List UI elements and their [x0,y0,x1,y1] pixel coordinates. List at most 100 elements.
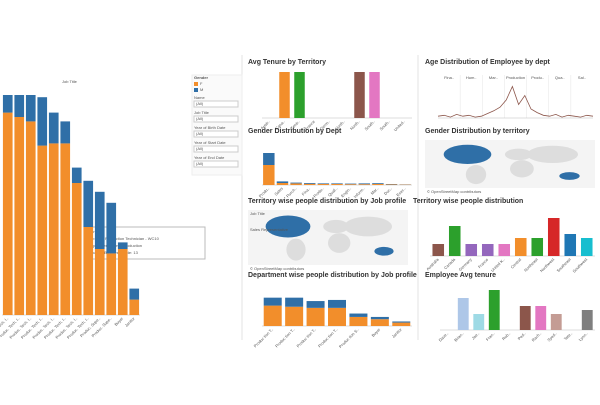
bar-segment [331,183,342,184]
bar-segment [345,184,356,185]
bar-segment [49,113,59,144]
bar-segment [285,298,303,307]
bar [354,72,365,118]
bar-segment [37,97,47,145]
filter-label: Year of Start Date [194,140,226,145]
bar-segment [386,184,397,185]
chart-title: Gender Distribution by Dept [248,128,342,135]
chart-title: Employee Avg tenure [425,272,496,279]
map-caption: © OpenStreetMap contributors [250,266,304,271]
bar [581,238,593,256]
bar-segment [372,183,383,184]
bar [465,244,477,256]
land [344,217,392,237]
land [328,233,350,253]
bar-segment [290,183,301,185]
land [559,172,579,180]
bar-segment [3,95,13,113]
bar-segment [285,307,303,326]
bar-segment [264,298,282,306]
bar-segment [72,168,82,183]
bar-segment [328,308,346,326]
bar-segment [392,323,410,326]
chart-title: Department wise people distribution by J… [248,272,417,279]
bar [551,314,562,330]
bar-segment [26,121,36,315]
bar-segment [359,184,370,185]
panel-label: Hum.. [466,75,477,80]
bar-segment [318,183,329,184]
panel-label: Mar.. [489,75,498,80]
bar-segment [49,143,59,315]
bar-segment [359,183,370,184]
bar-segment [14,117,24,315]
filter-label: Job Title [194,110,210,115]
filter-label: Year of End Date [194,155,225,160]
bar [449,226,461,256]
bar [294,72,305,118]
chart-title: Job Title [62,79,78,84]
bar [515,238,527,256]
bar [489,290,500,330]
land [374,247,393,256]
bar [458,298,469,330]
bar-segment [118,249,128,315]
bar-segment [304,183,315,184]
map-caption: © OpenStreetMap contributors [427,189,481,194]
land [466,165,486,184]
bar-segment [277,183,288,185]
filter-value: (All) [196,116,204,121]
land [286,239,305,261]
bar-segment [307,308,325,326]
legend-label: Sales Representative [250,227,289,232]
bar-segment [14,95,24,117]
bar-segment [307,301,325,308]
bar-segment [372,184,383,185]
bar-segment [60,143,70,315]
bar [564,234,576,256]
bar-segment [331,184,342,185]
bar-segment [290,183,301,184]
legend-label: M [200,87,203,92]
bar-segment [83,181,93,227]
legend-title: Job Title [250,211,266,216]
bar-segment [95,192,105,249]
legend-swatch [194,82,198,86]
bar-segment [328,300,346,308]
chart-title: Territory wise people distribution by Jo… [248,198,406,205]
bar-segment [26,95,36,121]
bar [531,238,543,256]
bar [582,310,593,330]
bar-segment [129,300,139,315]
bar [498,244,510,256]
map-bg [425,140,595,188]
map-bg [248,210,408,265]
land [510,160,534,177]
chart-title: Age Distribution of Employee by dept [425,59,551,66]
bar-segment [3,113,13,315]
filter-label: Name [194,95,205,100]
bar [520,306,531,330]
bar-segment [349,314,367,317]
bar [473,314,484,330]
bar-segment [118,242,128,249]
panel-label: Produ.. [531,75,544,80]
filter-value: (All) [196,146,204,151]
panel-label: Fina.. [444,75,454,80]
bar-segment [263,153,274,165]
bar [369,72,380,118]
bar-segment [83,227,93,315]
bar-segment [349,317,367,326]
bar [535,306,546,330]
bar-segment [371,317,389,319]
legend-title: Gender [194,75,208,80]
bar-segment [95,249,105,315]
legend-swatch [194,88,198,92]
bar-segment [60,121,70,143]
bar-segment [345,184,356,185]
panel-label: Qua.. [555,75,565,80]
chart-title: Gender Distribution by territory [425,128,530,135]
filter-value: (All) [196,161,204,166]
bar [279,72,290,118]
